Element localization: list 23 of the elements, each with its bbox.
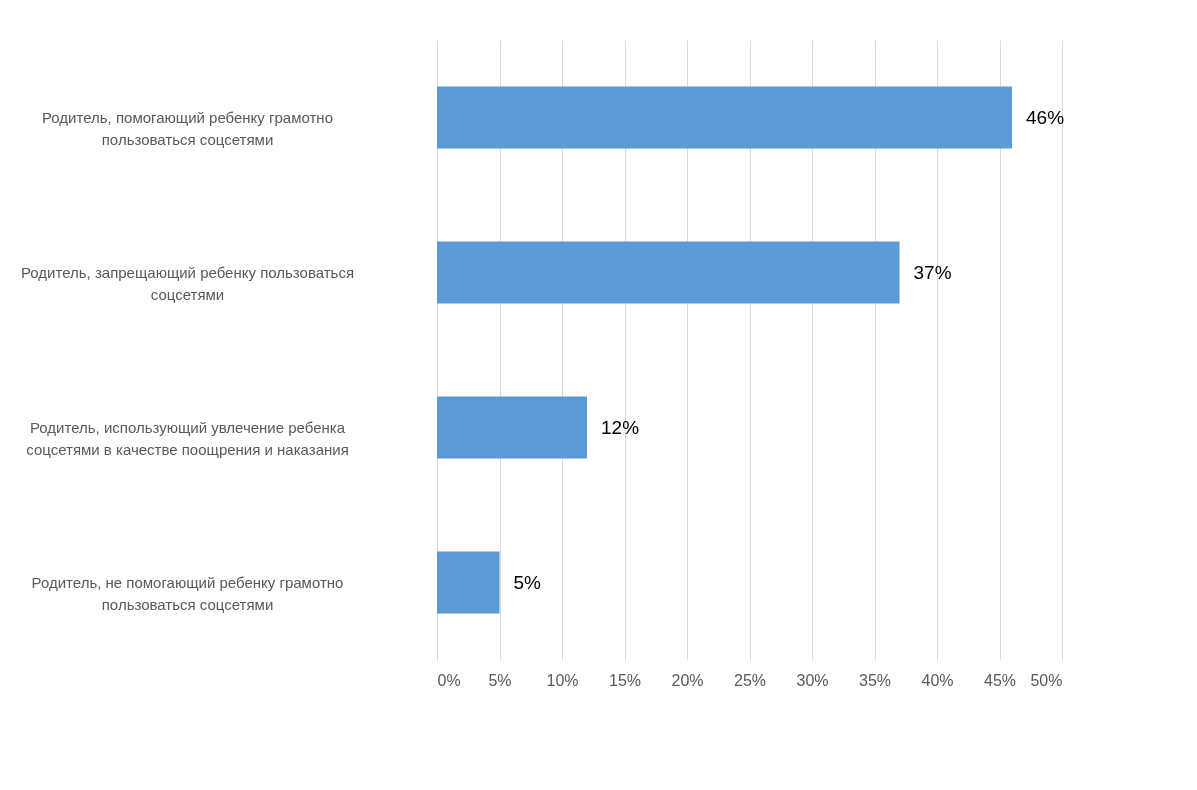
data-label: 12% [601,416,640,438]
data-label: 46% [1026,106,1065,128]
y-tick-label: Родитель, запрещающий ребенку пользоваться соцсетями [20,263,355,303]
x-tick-label: 20% [671,671,704,689]
bar [437,86,1012,149]
x-tick-label: 45% [983,671,1017,689]
data-label: 5% [513,571,542,593]
bar [437,241,900,304]
data-label: 37% [913,261,952,283]
x-tick-label: 40% [921,671,954,689]
x-tick-label: 5% [488,671,512,689]
x-tick-label: 50% [1030,671,1063,689]
x-tick-label: 30% [796,671,829,689]
x-tick-label: 0% [437,671,461,689]
x-tick-label: 35% [858,671,892,689]
x-tick-label: 15% [608,671,642,689]
y-tick-label: Родитель, не помогающий ребенку грамотно пользоваться соцсетями [31,573,344,613]
x-tick-label: 25% [733,671,767,689]
y-tick-label: Родитель, помогающий ребенку грамотно пользоваться соцсетями [42,108,333,148]
x-tick-label: 10% [546,671,579,689]
bar [437,396,587,459]
y-tick-label: Родитель, использующий увлечение ребенка соцсетями в качестве поощрения и наказания [26,418,349,458]
bar [437,551,500,614]
